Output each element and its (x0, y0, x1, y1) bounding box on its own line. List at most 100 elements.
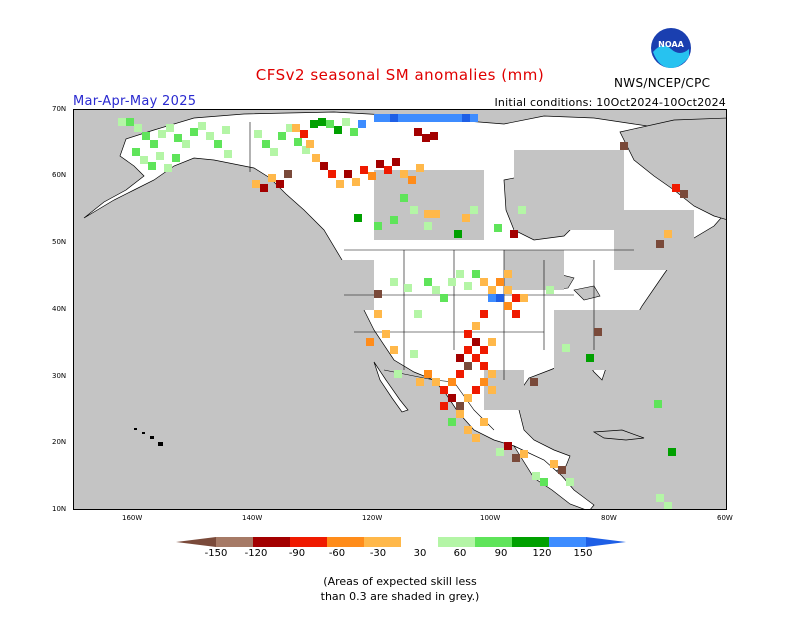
anomaly-cell (182, 140, 190, 148)
anomaly-cell (424, 210, 432, 218)
anomaly-cell (430, 132, 438, 140)
anomaly-cell (294, 138, 302, 146)
anomaly-cell (494, 224, 502, 232)
anomaly-cell (456, 354, 464, 362)
legend-label-120: 120 (532, 548, 552, 559)
anomaly-cell (172, 154, 180, 162)
lon-label-140w: 140W (242, 514, 263, 522)
anomaly-cell (414, 310, 422, 318)
map-panel (73, 109, 727, 510)
anomaly-cell (328, 170, 336, 178)
lat-label-20n: 20N (52, 438, 67, 446)
anomaly-cell (376, 160, 384, 168)
anomaly-cell (456, 402, 464, 410)
anomaly-cell (504, 302, 512, 310)
anomaly-cell (292, 124, 300, 132)
lon-label-60w: 60W (717, 514, 733, 522)
anomaly-cell (656, 494, 664, 502)
anomaly-cell (350, 128, 358, 136)
legend-swatch (438, 537, 475, 547)
anomaly-cell (214, 140, 222, 148)
anomaly-cell (480, 310, 488, 318)
hawaii-islands (134, 428, 163, 446)
skill-note: (Areas of expected skill less than 0.3 a… (0, 574, 800, 604)
anomaly-cell (206, 132, 214, 140)
lat-label-60n: 60N (52, 171, 67, 179)
anomaly-cell (278, 132, 286, 140)
legend-label-60: 60 (453, 548, 467, 559)
anomaly-cell (464, 282, 472, 290)
anomaly-cell (408, 176, 416, 184)
lat-label-50n: 50N (52, 238, 67, 246)
anomaly-cell (446, 114, 454, 122)
anomaly-cell (302, 146, 310, 154)
initial-conditions-label: Initial conditions: 10Oct2024-10Oct2024 (494, 96, 726, 109)
anomaly-cell (318, 118, 326, 126)
anomaly-cell (424, 278, 432, 286)
anomaly-cell (540, 478, 548, 486)
anomaly-cell (374, 222, 382, 230)
legend-swatch (512, 537, 549, 547)
anomaly-cell (262, 140, 270, 148)
anomaly-cell (416, 164, 424, 172)
anomaly-cell (382, 330, 390, 338)
anomaly-cell (432, 286, 440, 294)
anomaly-cell (472, 434, 480, 442)
anomaly-cell (222, 126, 230, 134)
anomaly-cell (174, 134, 182, 142)
lon-label-100w: 100W (480, 514, 501, 522)
anomaly-cell (276, 180, 284, 188)
anomaly-cell (488, 386, 496, 394)
anomaly-cell (334, 126, 342, 134)
lon-label-160w: 160W (122, 514, 143, 522)
anomaly-cell (456, 270, 464, 278)
anomaly-cell (382, 114, 390, 122)
anomaly-cell (448, 378, 456, 386)
legend-label-90: 90 (494, 548, 508, 559)
anomaly-cell (300, 130, 308, 138)
legend-swatch (216, 537, 253, 547)
anomaly-cell (148, 162, 156, 170)
skill-note-line2: than 0.3 are shaded in grey.) (320, 590, 480, 603)
anomaly-cell (400, 170, 408, 178)
anomaly-cell (430, 114, 438, 122)
anomaly-cell (520, 294, 528, 302)
anomaly-cell (656, 240, 664, 248)
anomaly-cell (270, 148, 278, 156)
anomaly-cell (342, 118, 350, 126)
anomaly-cell (432, 210, 440, 218)
anomaly-cell (464, 394, 472, 402)
anomaly-cell (394, 370, 402, 378)
anomaly-cell (374, 114, 382, 122)
anomaly-cell (586, 354, 594, 362)
anomaly-cell (286, 124, 294, 132)
anomaly-cell (480, 418, 488, 426)
anomaly-cell (550, 460, 558, 468)
anomaly-cell (664, 230, 672, 238)
anomaly-cell (510, 230, 518, 238)
anomaly-cell (504, 442, 512, 450)
anomaly-cell (440, 386, 448, 394)
lon-label-120w: 120W (362, 514, 383, 522)
anomaly-cell (156, 152, 164, 160)
anomaly-cell (398, 114, 406, 122)
anomaly-cell (132, 148, 140, 156)
anomaly-cell (558, 466, 566, 474)
anomaly-cell (166, 124, 174, 132)
anomaly-cell (448, 278, 456, 286)
anomaly-cell (488, 370, 496, 378)
anomaly-cell (462, 214, 470, 222)
anomaly-cell (566, 478, 574, 486)
season-label: Mar-Apr-May 2025 (73, 94, 197, 109)
legend-swatch (290, 537, 327, 547)
anomaly-cell (488, 338, 496, 346)
anomaly-cell (462, 114, 470, 122)
cuba-land (592, 429, 645, 441)
anomaly-cell (352, 178, 360, 186)
lat-label-70n: 70N (52, 105, 67, 113)
baja-california (373, 361, 409, 413)
greenland-land (619, 117, 726, 220)
anomaly-cell (312, 154, 320, 162)
anomaly-cell (390, 346, 398, 354)
anomaly-cell (472, 270, 480, 278)
